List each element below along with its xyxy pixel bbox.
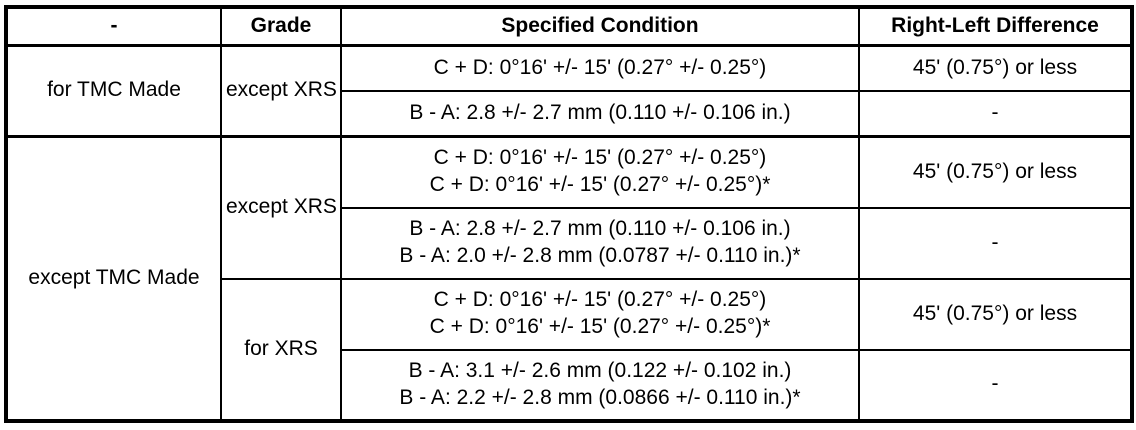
condition-line: B - A: 2.8 +/- 2.7 mm (0.110 +/- 0.106 i…: [409, 217, 791, 241]
table-row: B - A: 2.8 +/- 2.7 mm (0.110 +/- 0.106 i…: [6, 206, 1133, 280]
condition-line: C + D: 0°16' +/- 15' (0.27° +/- 0.25°): [433, 146, 767, 170]
table-row: for TMC Made except XRS C + D: 0°16' +/-…: [5, 43, 1133, 138]
grade-cell-for-xrs: for XRS: [220, 277, 342, 423]
difference-cell: 45' (0.75°) or less: [858, 134, 1133, 209]
header-cell-grade: Grade: [220, 6, 342, 47]
condition-line: B - A: 2.8 +/- 2.7 mm (0.110 +/- 0.106 i…: [409, 100, 791, 124]
condition-cell: B - A: 2.8 +/- 2.7 mm (0.110 +/- 0.106 i…: [340, 89, 860, 138]
condition-line: B - A: 2.0 +/- 2.8 mm (0.0787 +/- 0.110 …: [399, 244, 801, 268]
condition-line: C + D: 0°16' +/- 15' (0.27° +/- 0.25°): [433, 55, 767, 79]
condition-line: B - A: 2.2 +/- 2.8 mm (0.0866 +/- 0.110 …: [399, 385, 801, 409]
grade-cell-except-xrs: except XRS: [220, 43, 342, 138]
condition-cell: B - A: 3.1 +/- 2.6 mm (0.122 +/- 0.102 i…: [340, 348, 860, 423]
header-cell-specified-condition: Specified Condition: [340, 6, 860, 47]
condition-line: C + D: 0°16' +/- 15' (0.27° +/- 0.25°)*: [429, 173, 771, 197]
header-row: - Grade Specified Condition Right-Left D…: [5, 6, 1133, 47]
alignment-spec-table: - Grade Specified Condition Right-Left D…: [4, 5, 1134, 423]
difference-cell: 45' (0.75°) or less: [858, 277, 1133, 351]
difference-cell: -: [858, 89, 1133, 138]
difference-cell: -: [858, 206, 1133, 280]
condition-line: B - A: 3.1 +/- 2.6 mm (0.122 +/- 0.102 i…: [408, 359, 792, 383]
group-label-except-tmc-made: except TMC Made: [5, 134, 222, 422]
table-row: B - A: 2.8 +/- 2.7 mm (0.110 +/- 0.106 i…: [6, 89, 1133, 138]
condition-line: C + D: 0°16' +/- 15' (0.27° +/- 0.25°): [433, 288, 767, 312]
condition-cell: C + D: 0°16' +/- 15' (0.27° +/- 0.25°) C…: [340, 277, 860, 351]
condition-cell: C + D: 0°16' +/- 15' (0.27° +/- 0.25°): [340, 43, 860, 92]
condition-line: C + D: 0°16' +/- 15' (0.27° +/- 0.25°)*: [429, 315, 771, 339]
group-label-for-tmc-made: for TMC Made: [5, 43, 222, 138]
table-row: except TMC Made except XRS C + D: 0°16' …: [5, 134, 1133, 422]
table-row: for XRS C + D: 0°16' +/- 15' (0.27° +/- …: [6, 277, 1133, 423]
difference-cell: 45' (0.75°) or less: [858, 43, 1133, 92]
difference-cell: -: [858, 348, 1133, 423]
grade-cell-except-xrs: except XRS: [220, 134, 342, 280]
condition-cell: C + D: 0°16' +/- 15' (0.27° +/- 0.25°) C…: [340, 134, 860, 209]
header-cell-blank: -: [5, 6, 222, 47]
header-cell-right-left-difference: Right-Left Difference: [858, 6, 1133, 47]
condition-cell: B - A: 2.8 +/- 2.7 mm (0.110 +/- 0.106 i…: [340, 206, 860, 280]
table-row: B - A: 3.1 +/- 2.6 mm (0.122 +/- 0.102 i…: [6, 348, 1133, 423]
